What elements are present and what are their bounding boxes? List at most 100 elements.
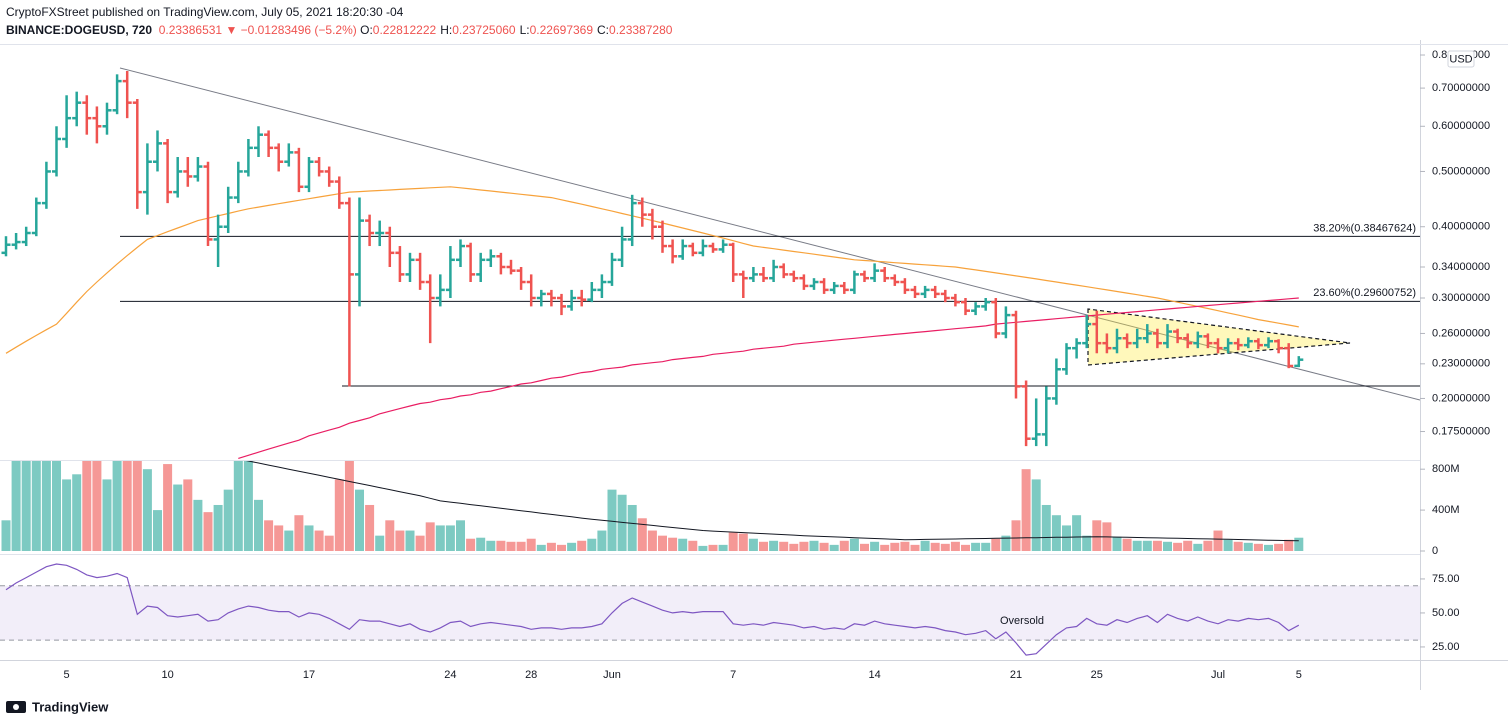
volume-bar (880, 544, 890, 551)
volume-bar (738, 533, 748, 551)
volume-bar (466, 538, 476, 551)
volume-bar (405, 530, 415, 551)
volume-bar (930, 542, 940, 551)
volume-bar (112, 461, 122, 551)
volume-bar (355, 489, 364, 551)
volume-bar (809, 540, 819, 551)
ohlc-label: C: (597, 23, 610, 37)
volume-bar (950, 541, 960, 551)
x-tick-label: Jun (603, 669, 621, 681)
volume-bar (607, 489, 617, 551)
volume-bar (132, 461, 142, 551)
volume-bar (1163, 541, 1172, 551)
volume-ma (245, 461, 1299, 542)
volume-bar (536, 544, 546, 551)
volume-bar (223, 489, 233, 551)
moving-average (238, 297, 1299, 459)
volume-bar (1152, 540, 1162, 551)
ohlc-value: 0.23387280 (609, 23, 673, 37)
volume-bar (668, 537, 678, 551)
last-price: 0.23386531 (158, 23, 223, 37)
volume-bar (294, 515, 304, 551)
volume-bar (72, 474, 82, 551)
volume-bar (193, 499, 203, 551)
volume-bar (759, 541, 768, 551)
footer: TradingView (32, 699, 109, 714)
volume-bar (567, 542, 577, 551)
y-tick-label: 0.26000000 (1432, 327, 1490, 339)
volume-bar (486, 540, 496, 551)
volume-bar (1112, 536, 1122, 551)
volume-bar (658, 535, 667, 551)
y-tick-label: 0.23000000 (1432, 358, 1490, 370)
volume-bar (284, 530, 294, 551)
volume-bar (839, 540, 849, 551)
volume-bar (779, 541, 789, 551)
volume-bar (1132, 540, 1142, 551)
volume-bar (1294, 537, 1304, 551)
volume-bar (971, 542, 981, 551)
volume-bar (274, 525, 284, 551)
volume-bar (1253, 543, 1263, 551)
volume-bar (334, 479, 344, 551)
volume-bar (1092, 520, 1102, 551)
publisher: CryptoFXStreet published on TradingView.… (6, 5, 404, 19)
volume-bar (1284, 539, 1294, 551)
volume-bar (1021, 469, 1031, 551)
volume-bar (961, 544, 970, 551)
volume-bar (890, 542, 900, 551)
rsi-band (0, 585, 1420, 641)
volume-bar (728, 532, 738, 551)
volume-bar (981, 542, 991, 551)
volume-bar (1122, 538, 1132, 551)
volume-bar (476, 537, 486, 551)
volume-bar (627, 504, 637, 551)
volume-bar (799, 541, 809, 551)
volume-bar (163, 464, 173, 551)
volume-bar (1223, 539, 1233, 551)
volume-bar (52, 461, 61, 551)
volume-bar (395, 530, 405, 551)
trend-line (119, 67, 1420, 401)
y-tick-label: 0 (1432, 545, 1438, 557)
currency-badge (1447, 50, 1475, 68)
volume-bar (264, 520, 274, 551)
volume-bar (718, 544, 728, 551)
volume-bar (62, 479, 72, 551)
volume-bar (213, 504, 223, 551)
header: CryptoFXStreet published on TradingView.… (6, 3, 676, 39)
volume-bar (496, 540, 506, 551)
volume-bar (21, 461, 31, 551)
volume-bar (900, 541, 910, 551)
volume-bar (1193, 543, 1203, 551)
volume-bar (1274, 543, 1284, 551)
ohlc-label: O: (360, 23, 373, 37)
volume-bar (102, 479, 112, 551)
volume-bar (183, 479, 193, 551)
y-tick-label: 0.70000000 (1432, 82, 1490, 94)
volume-bar (516, 541, 526, 551)
volume-bar (647, 530, 657, 551)
y-tick-label: 0.60000000 (1432, 120, 1490, 132)
volume-bar (1142, 540, 1152, 551)
volume-bar (435, 525, 445, 551)
fib-label: 23.60%(0.29600752) (1313, 287, 1416, 299)
volume-bar (415, 535, 425, 551)
volume-bar (254, 499, 263, 551)
volume-bar (1041, 504, 1051, 551)
volume-bar (1173, 542, 1183, 551)
volume-bar (991, 538, 1001, 551)
ohlc-values: O:0.22812222 H:0.23725060 L:0.22697369 C:0.… (360, 23, 676, 37)
y-tick-label: 800M (1432, 463, 1460, 475)
triangle-pattern (1087, 308, 1351, 366)
volume-bar (526, 538, 536, 551)
volume-bar (153, 510, 162, 551)
x-tick-label: Jul (1211, 669, 1225, 681)
volume-bar (819, 542, 829, 551)
volume-bar (688, 540, 698, 551)
volume-bar (365, 504, 375, 551)
volume-bar (11, 461, 21, 551)
y-tick-label: 75.00 (1432, 573, 1460, 585)
symbol-line: BINANCE:DOGEUSD, 720 0.23386531 ▼ −0.012… (6, 21, 676, 39)
